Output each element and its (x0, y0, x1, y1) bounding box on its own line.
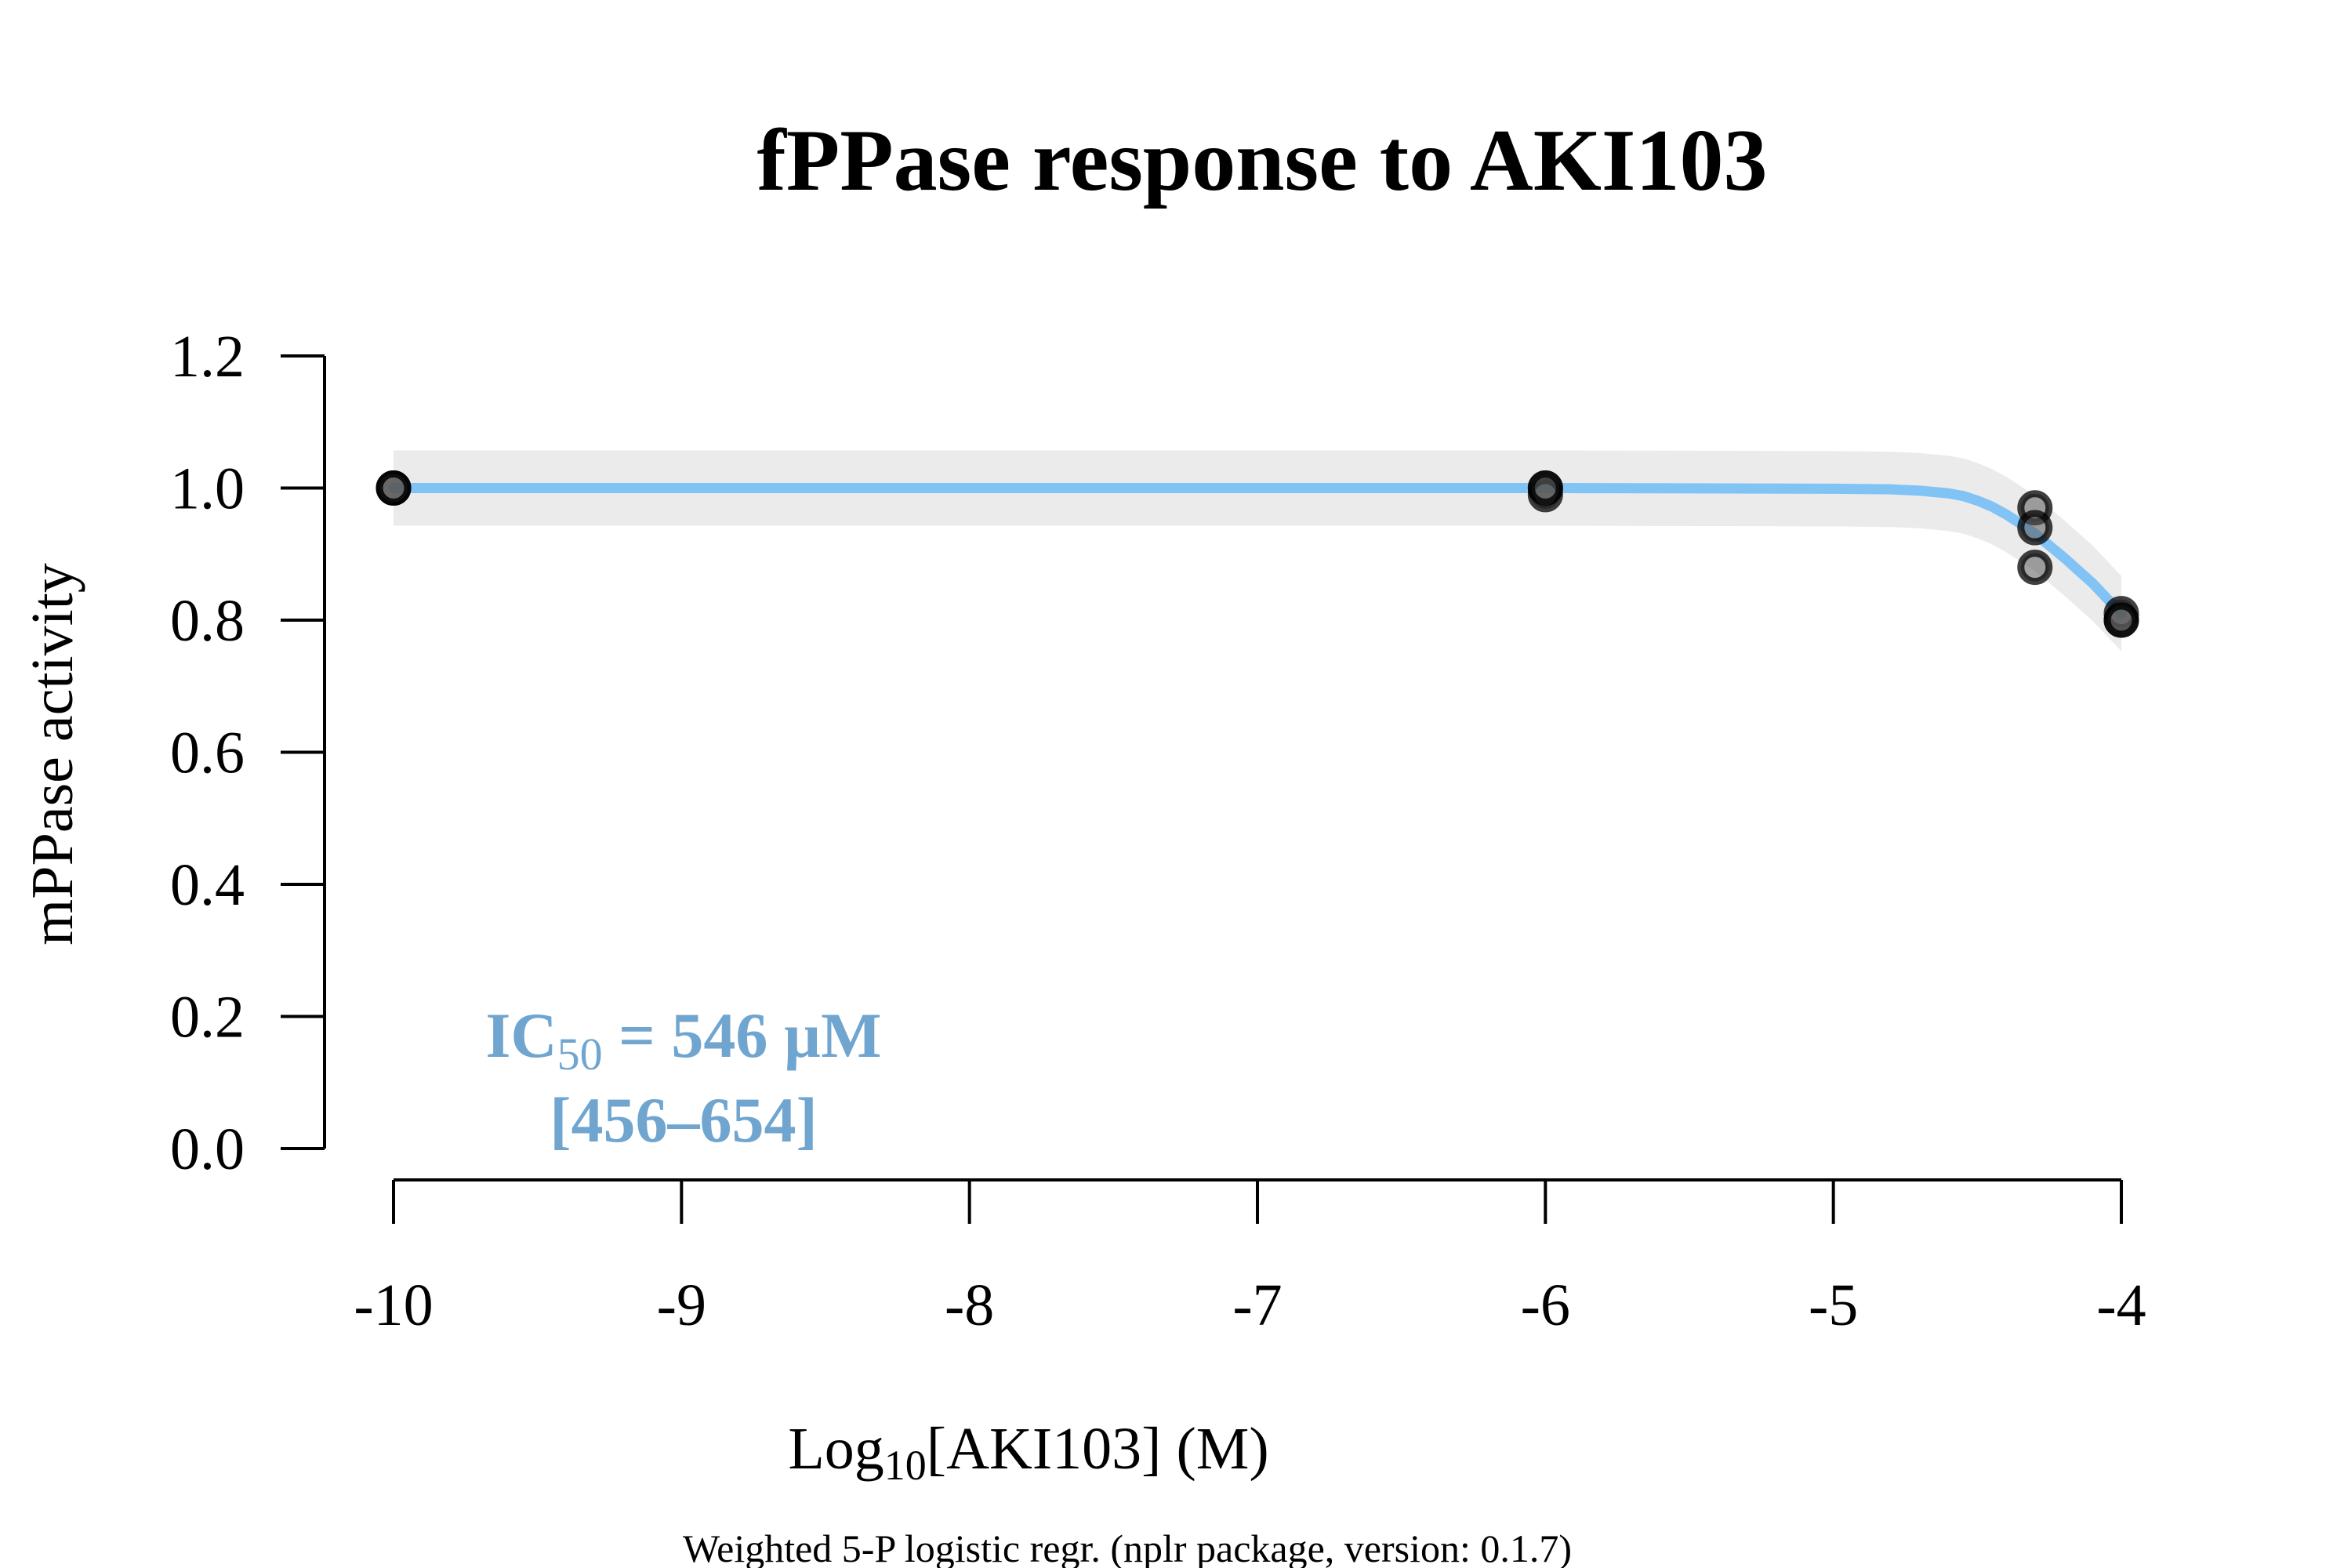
ic50-value: = 546 µM (603, 1000, 882, 1071)
ic50-interval: [456–654] (550, 1084, 818, 1156)
ic50-subscript: 50 (557, 1029, 603, 1080)
y-tick-label: 1.0 (170, 456, 245, 522)
data-point (2017, 510, 2053, 546)
data-point (2103, 602, 2139, 638)
x-tick-label: -6 (1521, 1272, 1570, 1338)
data-points-layer (376, 470, 2139, 638)
ic50-prefix: IC (485, 1000, 557, 1071)
footnote: Weighted 5-P logistic regr. (nplr packag… (683, 1526, 1572, 1568)
x-tick-label: -8 (945, 1272, 994, 1338)
x-tick-label: -10 (354, 1272, 433, 1338)
y-tick-label: 0.4 (170, 852, 245, 918)
x-tick-label: -4 (2096, 1272, 2146, 1338)
x-tick-label: -7 (1232, 1272, 1282, 1338)
y-tick-label: 0.6 (170, 720, 245, 786)
confidence-band (394, 450, 2121, 652)
data-point (2017, 550, 2053, 586)
x-axis-label-subscript: 10 (884, 1442, 927, 1489)
y-axis-label: mPPase activity (20, 563, 85, 946)
chart-title: fPPase response to AKI103 (757, 112, 1768, 209)
y-tick-label: 0.0 (170, 1116, 245, 1182)
x-tick-label: -9 (657, 1272, 706, 1338)
data-point (376, 470, 412, 506)
y-tick-label: 1.2 (170, 324, 245, 390)
x-axis-label-prefix: Log (788, 1416, 883, 1482)
y-tick-label: 0.8 (170, 588, 245, 654)
ic50-label: IC50 = 546 µM (485, 1000, 881, 1080)
x-axis: -10 -9 -8 -7 -6 -5 -4 (354, 1178, 2146, 1338)
data-point (1527, 470, 1563, 506)
y-axis: 0.0 0.2 0.4 0.6 0.8 1.0 1.2 (170, 324, 326, 1182)
y-tick-label: 0.2 (170, 985, 245, 1051)
confidence-band-layer (394, 450, 2121, 652)
x-axis-label: Log10[AKI103] (M) (788, 1416, 1268, 1489)
x-tick-label: -5 (1809, 1272, 1858, 1338)
x-axis-label-suffix: [AKI103] (M) (927, 1416, 1269, 1482)
